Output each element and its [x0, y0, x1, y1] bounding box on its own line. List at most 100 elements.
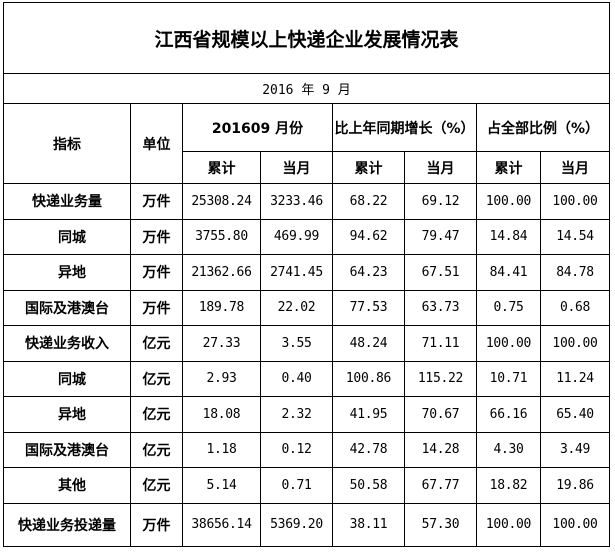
row-value: 100.00 [539, 502, 611, 547]
row-value: 48.24 [332, 325, 405, 362]
row-value: 100.00 [476, 325, 541, 362]
row-value: 21362.66 [182, 254, 261, 291]
header-growth-group: 比上年同期增长（%） [332, 103, 477, 152]
table-row: 国际及港澳台 亿元 1.18 0.12 42.78 14.28 4.30 3.49 [3, 431, 611, 468]
row-value: 77.53 [332, 289, 405, 326]
header-indicator: 指标 [3, 103, 131, 184]
row-value: 18.82 [476, 467, 541, 504]
row-value: 2741.45 [260, 254, 333, 291]
row-value: 0.40 [260, 360, 333, 397]
table-row: 快递业务收入 亿元 27.33 3.55 48.24 71.11 100.00 100.00 [3, 325, 611, 362]
row-value: 38656.14 [182, 502, 261, 547]
header-cumulative: 累计 [182, 151, 261, 184]
row-unit: 万件 [130, 289, 183, 326]
row-value: 5369.20 [260, 502, 333, 547]
row-unit: 万件 [130, 502, 183, 547]
row-value: 5.14 [182, 467, 261, 504]
table-row: 同城 万件 3755.80 469.99 94.62 79.47 14.84 14.54 [3, 218, 611, 255]
row-value: 64.23 [332, 254, 405, 291]
row-value: 3.49 [539, 431, 611, 468]
header-month: 当月 [539, 151, 611, 184]
row-value: 0.75 [476, 289, 541, 326]
row-value: 469.99 [260, 218, 333, 255]
row-value: 11.24 [539, 360, 611, 397]
row-value: 79.47 [404, 218, 477, 255]
row-unit: 万件 [130, 254, 183, 291]
row-value: 38.11 [332, 502, 405, 547]
header-month-group: 201609 月份 [182, 103, 333, 152]
row-value: 27.33 [182, 325, 261, 362]
row-value: 70.67 [404, 396, 477, 433]
row-value: 94.62 [332, 218, 405, 255]
table-title: 江西省规模以上快递企业发展情况表 [2, 2, 611, 74]
header-cumulative: 累计 [476, 151, 541, 184]
row-value: 2.93 [182, 360, 261, 397]
row-value: 2.32 [260, 396, 333, 433]
row-indicator: 其他 [3, 467, 131, 504]
header-month: 当月 [260, 151, 333, 184]
table-row: 同城 亿元 2.93 0.40 100.86 115.22 10.71 11.24 [3, 360, 611, 397]
row-value: 68.22 [332, 183, 405, 220]
row-value: 0.71 [260, 467, 333, 504]
row-value: 69.12 [404, 183, 477, 220]
row-value: 189.78 [182, 289, 261, 326]
row-value: 41.95 [332, 396, 405, 433]
row-value: 84.41 [476, 254, 541, 291]
row-value: 65.40 [539, 396, 611, 433]
row-value: 100.86 [332, 360, 405, 397]
row-indicator: 异地 [3, 254, 131, 291]
row-indicator: 同城 [3, 360, 131, 397]
row-value: 3.55 [260, 325, 333, 362]
row-unit: 亿元 [130, 467, 183, 504]
row-value: 100.00 [476, 502, 541, 547]
row-unit: 亿元 [130, 396, 183, 433]
table-row: 其他 亿元 5.14 0.71 50.58 67.77 18.82 19.86 [3, 467, 611, 504]
row-value: 100.00 [539, 183, 611, 220]
row-indicator: 国际及港澳台 [3, 431, 131, 468]
row-indicator: 异地 [3, 396, 131, 433]
row-unit: 万件 [130, 218, 183, 255]
row-value: 63.73 [404, 289, 477, 326]
row-value: 18.08 [182, 396, 261, 433]
row-unit: 亿元 [130, 360, 183, 397]
row-value: 115.22 [404, 360, 477, 397]
row-value: 10.71 [476, 360, 541, 397]
header-month: 当月 [404, 151, 477, 184]
row-value: 100.00 [476, 183, 541, 220]
row-indicator: 快递业务收入 [3, 325, 131, 362]
row-value: 3755.80 [182, 218, 261, 255]
header-cumulative: 累计 [332, 151, 405, 184]
table-date: 2016 年 9 月 [2, 73, 611, 104]
row-value: 67.77 [404, 467, 477, 504]
table-row: 快递业务量 万件 25308.24 3233.46 68.22 69.12 100.00 10… [3, 183, 611, 220]
row-value: 4.30 [476, 431, 541, 468]
table-row: 异地 亿元 18.08 2.32 41.95 70.67 66.16 65.40 [3, 396, 611, 433]
table-row: 国际及港澳台 万件 189.78 22.02 77.53 63.73 0.75 0.68 [3, 289, 611, 326]
row-value: 66.16 [476, 396, 541, 433]
row-indicator: 快递业务投递量 [3, 502, 131, 547]
row-value: 25308.24 [182, 183, 261, 220]
row-value: 100.00 [539, 325, 611, 362]
row-unit: 亿元 [130, 431, 183, 468]
table-row: 异地 万件 21362.66 2741.45 64.23 67.51 84.41 84.78 [3, 254, 611, 291]
row-value: 14.84 [476, 218, 541, 255]
row-value: 22.02 [260, 289, 333, 326]
row-indicator: 国际及港澳台 [3, 289, 131, 326]
table-row: 快递业务投递量 万件 38656.14 5369.20 38.11 57.30 100.00… [3, 502, 611, 547]
row-value: 1.18 [182, 431, 261, 468]
row-value: 57.30 [404, 502, 477, 547]
row-value: 67.51 [404, 254, 477, 291]
row-unit: 亿元 [130, 325, 183, 362]
row-value: 19.86 [539, 467, 611, 504]
row-value: 3233.46 [260, 183, 333, 220]
stats-table: 江西省规模以上快递企业发展情况表 2016 年 9 月 指标 单位 201609… [2, 2, 611, 547]
row-value: 50.58 [332, 467, 405, 504]
row-indicator: 快递业务量 [3, 183, 131, 220]
row-value: 0.68 [539, 289, 611, 326]
row-value: 71.11 [404, 325, 477, 362]
row-value: 84.78 [539, 254, 611, 291]
row-unit: 万件 [130, 183, 183, 220]
row-indicator: 同城 [3, 218, 131, 255]
header-share-group: 占全部比例（%） [475, 103, 611, 152]
row-value: 42.78 [332, 431, 405, 468]
